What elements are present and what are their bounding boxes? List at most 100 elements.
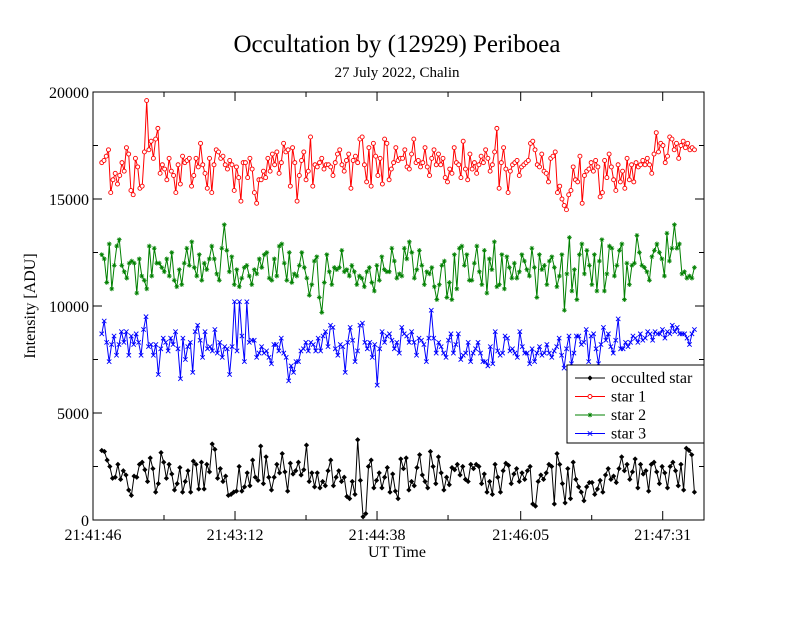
data-point: [279, 451, 285, 457]
data-point: [219, 354, 225, 360]
data-point: [121, 269, 127, 275]
axis-ticks: 0 5000 10000 15000 20000 21:41:46 21:43:12 21:4…: [49, 85, 704, 544]
data-point: [642, 162, 648, 168]
data-point: [613, 187, 619, 193]
data-point: [318, 348, 324, 354]
data-point: [597, 194, 603, 200]
data-point: [147, 455, 153, 461]
data-point: [338, 478, 345, 485]
data-point: [311, 258, 317, 264]
data-point: [101, 158, 107, 163]
data-point: [534, 350, 540, 356]
data-point: [119, 262, 125, 268]
data-point: [541, 262, 547, 268]
data-point: [123, 145, 129, 151]
data-point: [642, 265, 647, 270]
data-point: [216, 277, 222, 283]
data-point: [522, 476, 528, 482]
data-point: [238, 198, 244, 204]
data-point: [325, 468, 331, 474]
data-point: [185, 344, 191, 350]
data-point: [234, 267, 240, 273]
data-point: [604, 271, 610, 277]
data-point: [487, 478, 493, 485]
data-point: [521, 258, 527, 264]
data-point: [196, 252, 202, 258]
data-point: [317, 160, 322, 166]
data-point: [303, 177, 309, 183]
data-point: [236, 284, 242, 290]
data-point: [462, 476, 469, 482]
data-point: [564, 346, 570, 352]
data-point: [686, 342, 693, 348]
data-point: [179, 489, 186, 495]
data-point: [379, 254, 385, 260]
data-point: [691, 489, 698, 495]
data-point: [622, 185, 628, 191]
data-point: [233, 488, 240, 494]
data-point: [554, 284, 560, 290]
data-point: [259, 265, 265, 270]
data-point: [484, 290, 490, 296]
data-point: [415, 158, 421, 163]
data-point: [623, 339, 629, 345]
data-point: [449, 170, 455, 176]
data-point: [525, 158, 531, 163]
data-point: [135, 164, 141, 170]
data-point: [332, 160, 338, 166]
data-point: [341, 269, 347, 275]
data-point: [652, 247, 657, 253]
data-point: [500, 468, 506, 474]
data-point: [411, 339, 417, 345]
data-point: [624, 155, 630, 161]
data-point: [212, 327, 218, 333]
data-point: [254, 271, 260, 277]
data-point: [629, 162, 635, 168]
data-point: [124, 275, 130, 281]
data-point: [603, 337, 609, 343]
data-point: [621, 468, 628, 474]
data-point: [370, 140, 376, 146]
data-point: [384, 464, 390, 471]
data-point: [306, 478, 312, 485]
data-point: [352, 359, 358, 365]
data-point: [171, 173, 177, 178]
data-point: [354, 348, 361, 354]
data-point: [489, 267, 495, 273]
data-point: [590, 168, 596, 174]
data-point: [121, 168, 127, 174]
data-point: [304, 275, 310, 281]
data-point: [581, 498, 587, 504]
data-point: [529, 245, 535, 251]
data-point: [245, 175, 251, 181]
data-point: [464, 252, 470, 258]
data-point: [606, 151, 612, 157]
data-point: [616, 466, 622, 472]
data-point: [126, 151, 132, 157]
data-point: [469, 166, 475, 172]
data-point: [263, 454, 269, 460]
series-star-1: [99, 98, 697, 213]
data-point: [314, 254, 320, 260]
data-point: [227, 158, 233, 163]
data-point: [406, 339, 412, 345]
data-point: [492, 329, 498, 335]
data-point: [674, 324, 680, 330]
data-point: [647, 331, 653, 337]
data-point: [115, 461, 121, 467]
data-point: [593, 346, 599, 352]
data-point: [546, 179, 551, 185]
data-point: [320, 333, 326, 339]
data-point: [379, 329, 385, 335]
data-point: [619, 454, 625, 460]
data-point: [678, 143, 684, 148]
data-point: [492, 461, 498, 467]
data-point: [162, 166, 168, 172]
data-point: [106, 359, 112, 365]
data-point: [225, 166, 230, 172]
data-point: [374, 382, 380, 388]
data-point: [637, 250, 642, 255]
series-line: [101, 224, 695, 313]
data-point: [536, 344, 543, 350]
data-point: [141, 277, 147, 283]
